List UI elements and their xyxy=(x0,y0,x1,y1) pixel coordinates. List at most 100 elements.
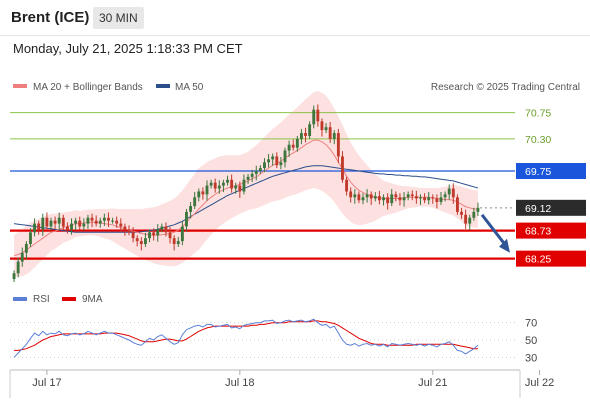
level-label-bg-68.25 xyxy=(516,250,586,267)
timeframe-badge[interactable]: 30 MIN xyxy=(93,7,144,29)
rsi-tick-70: 70 xyxy=(525,318,537,330)
candle-body xyxy=(435,198,439,202)
rsi-tick-50: 50 xyxy=(525,335,537,347)
candle-body xyxy=(312,109,316,125)
candle-body xyxy=(349,191,353,198)
level-label-bg-68.73 xyxy=(516,222,586,239)
candle-body xyxy=(357,194,361,201)
candle-body xyxy=(193,197,197,207)
candle-body xyxy=(78,220,82,227)
candle-body xyxy=(148,232,151,239)
candle-body xyxy=(390,194,394,204)
candle-body xyxy=(74,220,78,224)
candle-body xyxy=(185,211,188,227)
candle-body xyxy=(472,211,476,218)
candle-body xyxy=(410,194,414,197)
x-tick-label: Jul 18 xyxy=(225,377,254,389)
candle-body xyxy=(197,191,201,198)
level-label-bg-69.12 xyxy=(516,199,586,216)
candle-body xyxy=(275,156,279,166)
candle-body xyxy=(156,229,160,236)
price-labels: 70.75 70.30 69.75 69.12 68.73 68.25 xyxy=(516,108,586,267)
timestamp: Monday, July 21, 2025 1:18:33 PM CET xyxy=(13,41,243,56)
candle-body xyxy=(419,197,422,199)
candle-body xyxy=(172,238,176,245)
rsi-legend-label: RSI xyxy=(33,294,50,305)
candle-body xyxy=(201,191,205,195)
candle-body xyxy=(209,182,213,186)
candle-body xyxy=(468,217,472,224)
candle-body xyxy=(382,197,385,201)
candle-body xyxy=(37,223,41,230)
candle-body xyxy=(361,197,365,201)
candle-body xyxy=(152,232,156,236)
candle-body xyxy=(12,273,16,280)
candle-body xyxy=(328,127,332,139)
candle-body xyxy=(373,196,377,199)
candle-body xyxy=(250,173,254,177)
candle-body xyxy=(386,197,390,204)
key-levels xyxy=(10,112,515,260)
rsi-line xyxy=(13,318,479,358)
candle-body xyxy=(65,226,69,230)
candle-body xyxy=(49,220,53,227)
candle-body xyxy=(464,214,468,224)
candle-body xyxy=(230,179,234,189)
research-credit: Research © 2025 Trading Central xyxy=(431,82,580,93)
x-tick-label: Jul 21 xyxy=(418,377,447,389)
candle-body xyxy=(455,197,459,212)
candle-body xyxy=(271,156,275,160)
candle-body xyxy=(254,171,258,174)
rsi-ma-legend-swatch xyxy=(62,297,76,301)
level-label-68.73: 68.73 xyxy=(525,226,551,238)
instrument-title: Brent (ICE) xyxy=(11,9,90,26)
candle-body xyxy=(33,223,37,233)
ma20-legend-label: MA 20 + Bollinger Bands xyxy=(33,82,143,93)
rsi-legend-swatch xyxy=(13,297,27,301)
candle-body xyxy=(332,133,336,139)
rsi-ma-legend-label: 9MA xyxy=(82,294,103,305)
x-tick-label: Jul 17 xyxy=(32,377,61,389)
candle-body xyxy=(304,133,307,136)
candle-body xyxy=(353,194,357,198)
ma50-legend-label: MA 50 xyxy=(175,82,204,93)
candle-body xyxy=(57,217,61,224)
candle-body xyxy=(320,121,324,131)
candle-body xyxy=(460,211,463,215)
candle-body xyxy=(205,185,209,195)
candle-body xyxy=(234,185,238,189)
candle-body xyxy=(451,188,455,198)
candle-body xyxy=(82,223,86,227)
candle-body xyxy=(176,241,180,245)
candle-body xyxy=(98,220,102,224)
main-legend: MA 20 + Bollinger Bands MA 50 Research ©… xyxy=(13,82,580,93)
candle-body xyxy=(213,182,217,189)
candle-body xyxy=(143,238,147,245)
candle-body xyxy=(53,220,57,224)
rsi-tick-30: 30 xyxy=(525,352,537,364)
candle-body xyxy=(226,179,229,183)
candle-body xyxy=(258,168,262,172)
chart-header: Brent (ICE) 30 MIN xyxy=(0,0,590,36)
candle-body xyxy=(431,197,435,199)
ma50-legend-swatch xyxy=(156,84,170,88)
candle-body xyxy=(131,232,135,239)
candle-body xyxy=(283,150,287,163)
candle-body xyxy=(267,159,271,163)
candle-body xyxy=(394,194,398,198)
candle-body xyxy=(16,261,20,274)
candle-body xyxy=(164,226,168,233)
candle-body xyxy=(279,162,283,166)
candle-body xyxy=(423,197,427,201)
candle-body xyxy=(299,133,303,139)
price-candles xyxy=(12,104,480,282)
candle-body xyxy=(316,109,320,122)
candle-body xyxy=(238,185,242,192)
candle-body xyxy=(263,162,266,169)
candle-body xyxy=(398,197,402,201)
candle-body xyxy=(287,144,291,151)
candle-body xyxy=(29,232,32,245)
candle-body xyxy=(369,194,373,199)
level-label-69.12: 69.12 xyxy=(525,203,551,215)
candle-body xyxy=(90,217,94,221)
